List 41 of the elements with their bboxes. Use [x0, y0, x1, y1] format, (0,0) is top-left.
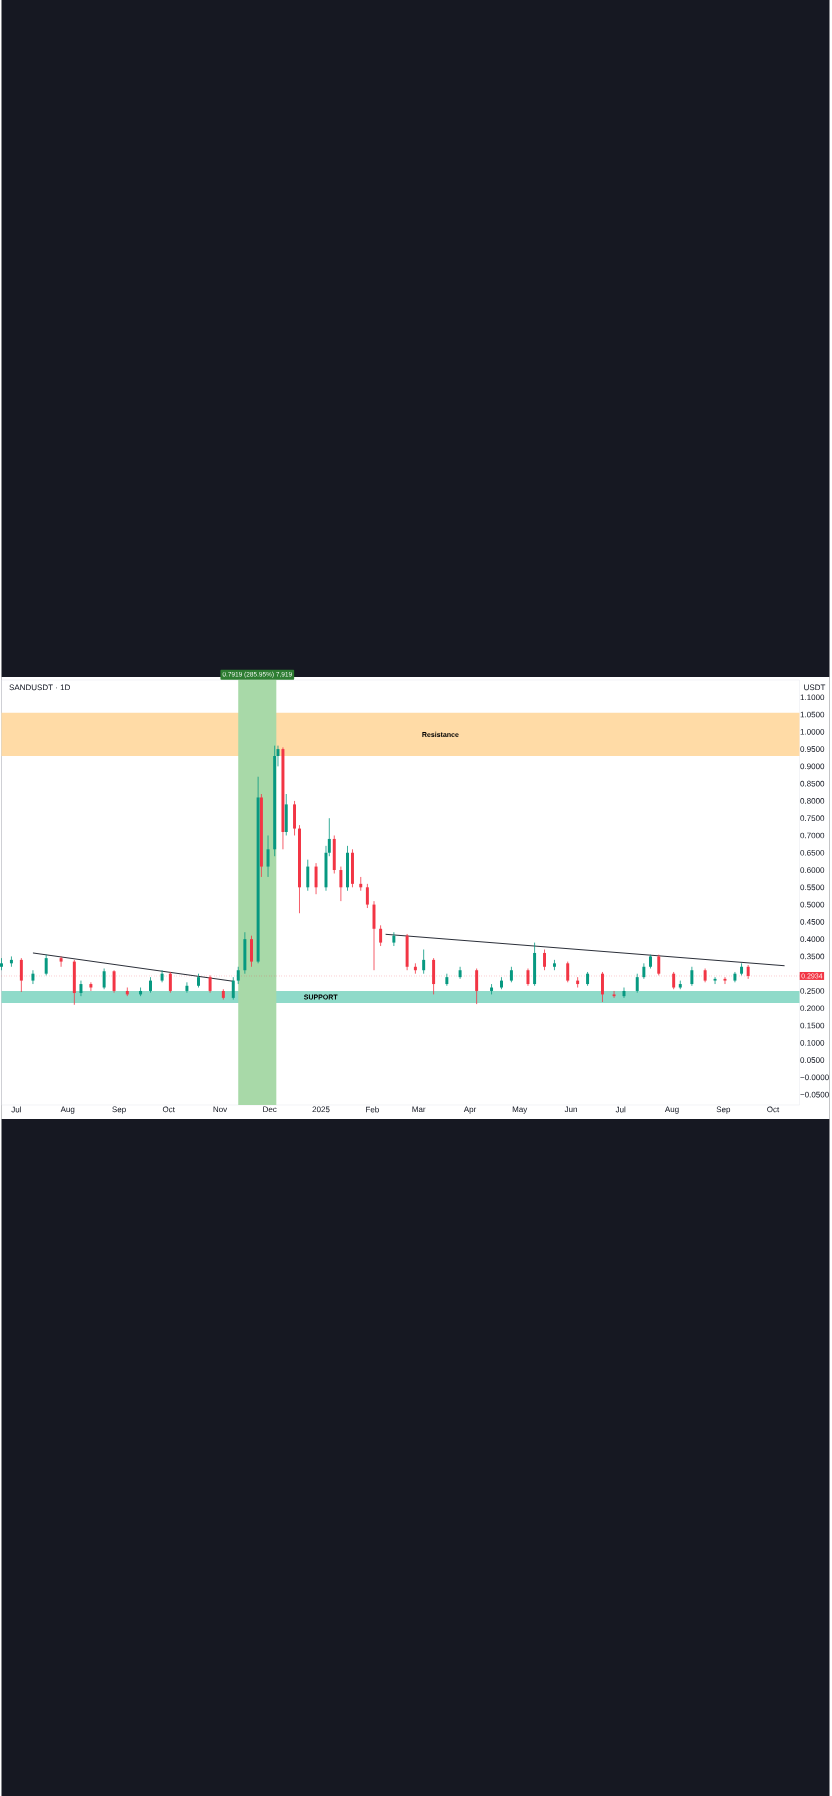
x-tick-label: Mar: [412, 1106, 426, 1113]
x-tick-label: Oct: [162, 1106, 175, 1113]
x-tick-label: Feb: [365, 1106, 379, 1113]
y-tick-label: 0.4000: [800, 936, 824, 942]
x-tick-label: May: [512, 1106, 527, 1114]
x-tick-label: 2025: [312, 1106, 330, 1113]
x-tick-label: Dec: [263, 1106, 277, 1113]
x-tick-label: Nov: [213, 1106, 227, 1113]
y-tick-label: 0.7000: [800, 832, 824, 839]
x-tick-label: Jun: [564, 1106, 577, 1113]
y-tick-label: 1.0500: [800, 711, 824, 718]
x-tick-label: Jul: [11, 1106, 21, 1113]
x-tick-label: Apr: [463, 1106, 476, 1114]
y-tick-label: 0.5500: [800, 884, 824, 891]
y-tick-label: 0.5000: [800, 901, 824, 908]
y-tick-label: 0.7500: [800, 815, 824, 822]
y-tick-label: 0.9000: [800, 763, 824, 770]
y-tick-label: 0.6500: [800, 849, 824, 856]
y-tick-label: 0.6000: [800, 867, 824, 873]
y-tick-label: 0.4500: [800, 919, 824, 925]
x-tick-label: Sep: [112, 1106, 126, 1114]
y-tick-label: 0.8000: [800, 798, 824, 804]
x-tick-label: Aug: [664, 1106, 679, 1114]
x-tick-label: Aug: [60, 1106, 75, 1114]
x-tick-label: Oct: [766, 1106, 779, 1113]
y-axis-title: USDT: [803, 684, 825, 691]
y-tick-label: 1.1000: [800, 694, 824, 701]
y-tick-label: 0.0500: [800, 1057, 824, 1063]
y-tick-label: −0.0500: [800, 1091, 829, 1098]
chart-title: SANDUSDT · 1D: [9, 684, 70, 691]
y-tick-label: 1.0000: [800, 728, 824, 735]
x-tick-label: Sep: [716, 1106, 730, 1114]
x-tick-label: Jul: [615, 1106, 626, 1113]
y-tick-label: 0.1500: [800, 1022, 824, 1029]
y-tick-label: 0.8500: [800, 780, 824, 787]
y-tick-label: −0.0000: [800, 1074, 829, 1081]
y-tick-label: 0.1000: [800, 1039, 824, 1046]
y-tick-label: 0.2000: [800, 1005, 824, 1012]
y-tick-label: 0.9500: [800, 746, 824, 752]
y-tick-label: 0.2500: [800, 988, 824, 994]
y-tick-label: 0.3500: [800, 953, 824, 960]
